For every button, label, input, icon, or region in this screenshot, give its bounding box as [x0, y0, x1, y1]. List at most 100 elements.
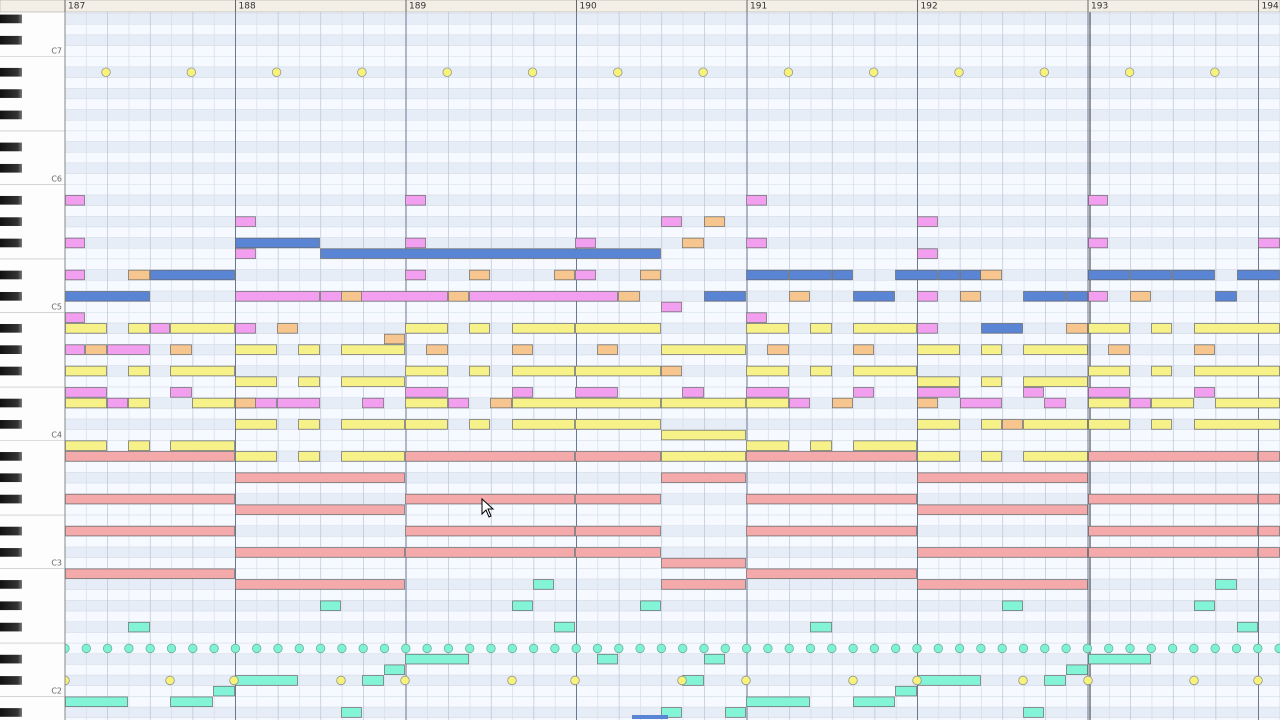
note[interactable]: [746, 493, 917, 505]
note[interactable]: [661, 579, 746, 590]
note[interactable]: [917, 451, 960, 462]
note[interactable]: [746, 387, 789, 398]
note[interactable]: [405, 195, 426, 206]
note[interactable]: [235, 472, 405, 483]
note[interactable]: [235, 504, 405, 515]
note[interactable]: [554, 269, 575, 281]
keyboard[interactable]: C7 C6 C5 C4 C3 C2: [0, 0, 66, 720]
note[interactable]: [128, 440, 150, 451]
note[interactable]: [405, 653, 469, 665]
note[interactable]: [575, 451, 661, 462]
note[interactable]: [917, 547, 1088, 558]
note[interactable]: [917, 397, 938, 409]
note[interactable]: [980, 269, 1002, 281]
note[interactable]: [65, 397, 107, 409]
note[interactable]: [1023, 291, 1066, 302]
note[interactable]: [405, 365, 448, 377]
note[interactable]: [895, 685, 917, 697]
note[interactable]: [235, 376, 277, 387]
note[interactable]: [235, 323, 256, 334]
note[interactable]: [1023, 419, 1088, 430]
note[interactable]: [128, 323, 150, 334]
note[interactable]: [704, 653, 725, 665]
note[interactable]: [746, 269, 789, 281]
note[interactable]: [597, 344, 618, 355]
note[interactable]: [1194, 419, 1280, 430]
note[interactable]: [1215, 397, 1280, 409]
note[interactable]: [746, 440, 789, 451]
note[interactable]: [65, 525, 235, 537]
note[interactable]: [661, 216, 682, 227]
note[interactable]: [469, 323, 490, 334]
note[interactable]: [512, 387, 533, 398]
note[interactable]: [746, 312, 767, 323]
note[interactable]: [235, 547, 405, 558]
note[interactable]: [725, 707, 746, 718]
note[interactable]: [661, 301, 682, 313]
note[interactable]: [1215, 291, 1237, 302]
note[interactable]: [704, 216, 725, 227]
note[interactable]: [1151, 419, 1172, 430]
note[interactable]: [981, 419, 1002, 430]
note[interactable]: [938, 269, 960, 281]
note[interactable]: [65, 568, 235, 579]
note[interactable]: [235, 451, 277, 462]
note[interactable]: [746, 451, 917, 462]
note[interactable]: [746, 525, 917, 537]
note[interactable]: [65, 387, 107, 398]
note[interactable]: [1088, 397, 1130, 409]
note[interactable]: [320, 291, 448, 302]
note[interactable]: [661, 365, 682, 377]
note[interactable]: [235, 397, 256, 409]
note[interactable]: [512, 365, 575, 377]
note[interactable]: [65, 237, 85, 249]
note[interactable]: [1044, 675, 1066, 686]
note[interactable]: [1194, 344, 1215, 355]
note[interactable]: [853, 323, 917, 334]
note[interactable]: [661, 472, 746, 483]
note[interactable]: [661, 344, 746, 355]
note[interactable]: [917, 387, 960, 398]
note[interactable]: [1108, 344, 1130, 355]
note[interactable]: [789, 291, 810, 302]
note[interactable]: [107, 397, 128, 409]
note[interactable]: [1130, 397, 1151, 409]
note[interactable]: [1215, 579, 1237, 590]
note[interactable]: [1023, 344, 1088, 355]
note[interactable]: [575, 387, 618, 398]
note[interactable]: [853, 344, 874, 355]
note[interactable]: [832, 269, 853, 281]
note[interactable]: [298, 419, 320, 430]
note[interactable]: [1151, 365, 1172, 377]
note[interactable]: [170, 440, 235, 451]
note[interactable]: [298, 344, 320, 355]
note[interactable]: [128, 269, 150, 281]
note[interactable]: [1172, 269, 1215, 281]
note[interactable]: [448, 291, 469, 302]
note[interactable]: [405, 547, 575, 558]
note[interactable]: [128, 621, 150, 633]
note[interactable]: [597, 653, 618, 665]
note[interactable]: [170, 323, 235, 334]
note[interactable]: [235, 291, 320, 302]
note[interactable]: [640, 269, 661, 281]
note[interactable]: [1088, 493, 1258, 505]
note[interactable]: [298, 451, 320, 462]
note[interactable]: [960, 397, 1002, 409]
note[interactable]: [575, 547, 661, 558]
note[interactable]: [426, 344, 448, 355]
note[interactable]: [1237, 269, 1280, 281]
note[interactable]: [65, 269, 85, 281]
note[interactable]: [917, 291, 938, 302]
note[interactable]: [1023, 387, 1044, 398]
note[interactable]: [341, 707, 362, 718]
note[interactable]: [575, 365, 661, 377]
note[interactable]: [917, 579, 1088, 590]
note[interactable]: [150, 323, 170, 334]
note[interactable]: [170, 365, 235, 377]
note[interactable]: [1130, 291, 1151, 302]
note[interactable]: [1088, 525, 1258, 537]
note[interactable]: [341, 344, 405, 355]
note[interactable]: [1088, 269, 1130, 281]
note[interactable]: [1258, 451, 1280, 462]
